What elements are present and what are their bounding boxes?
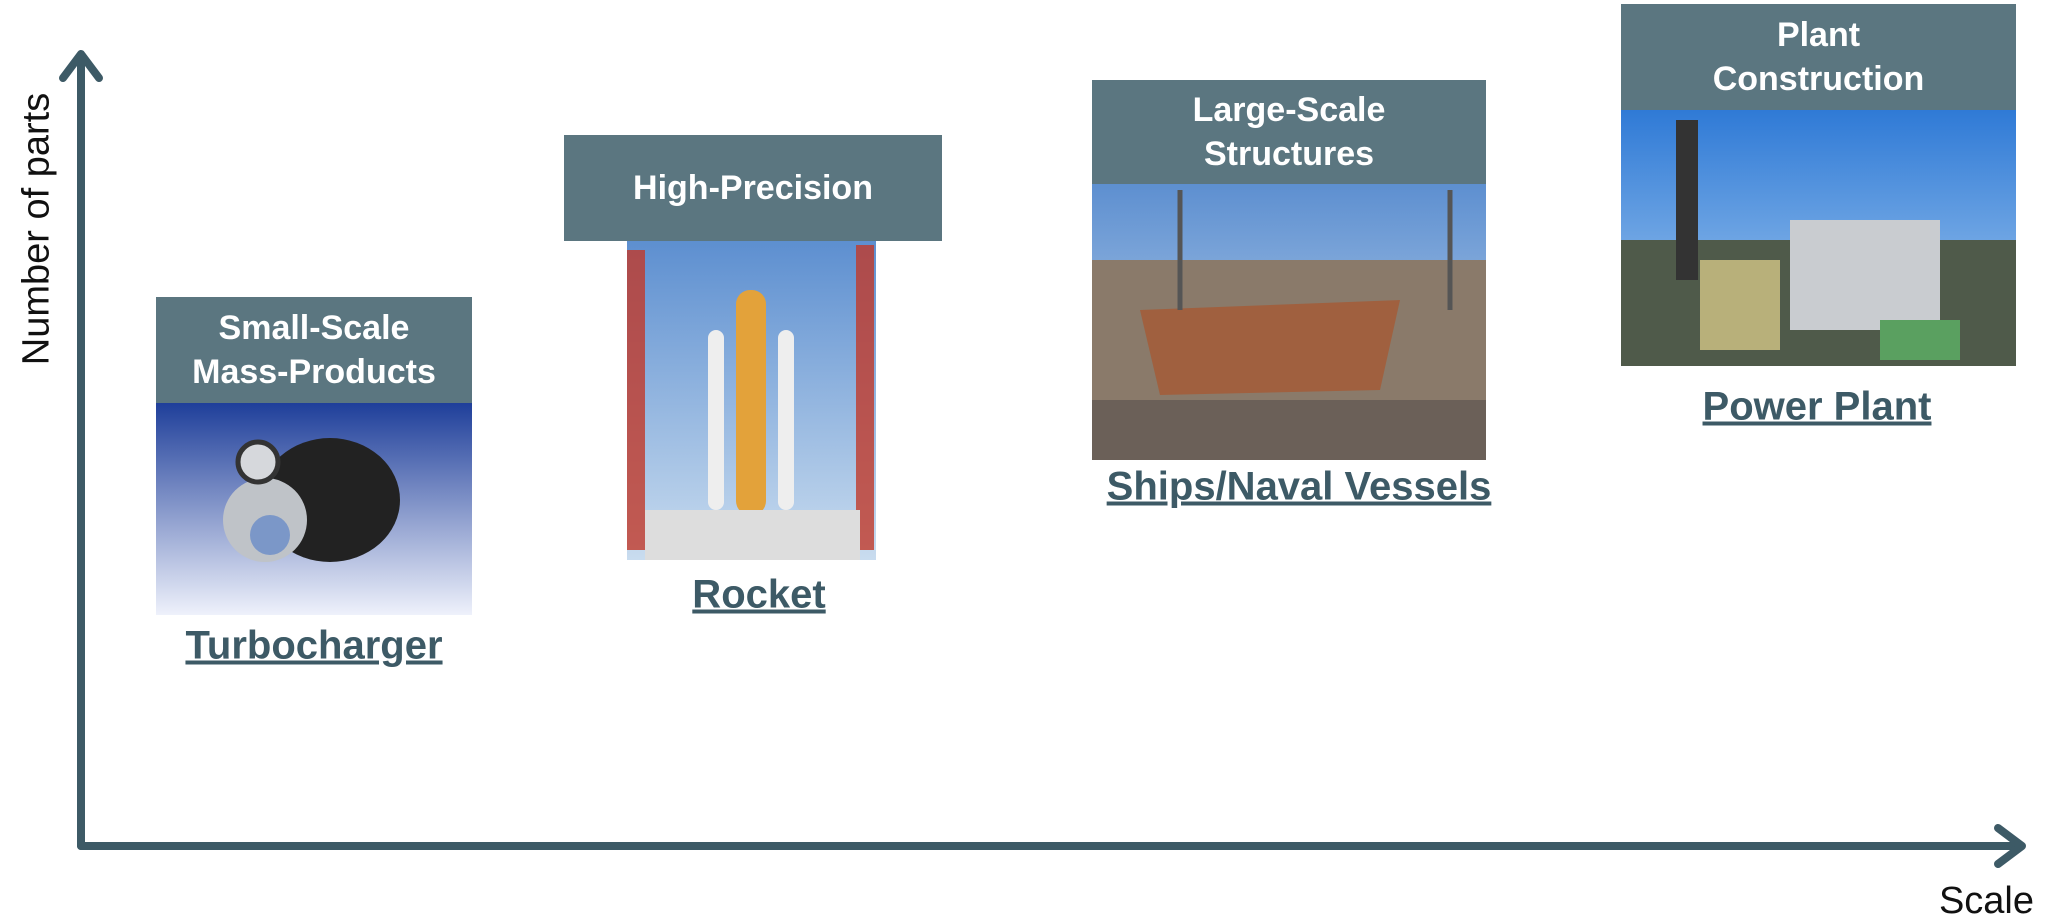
turbocharger-photo xyxy=(156,403,472,615)
shipyard-photo xyxy=(1092,184,1486,460)
rocket-photo xyxy=(627,241,876,560)
header-line: Plant xyxy=(1777,13,1860,57)
header-line: Structures xyxy=(1204,132,1374,176)
header-line: Large-Scale xyxy=(1193,88,1386,132)
product-link[interactable]: Rocket xyxy=(692,573,825,618)
header-line: High-Precision xyxy=(633,166,873,210)
diagram-art xyxy=(0,0,2051,917)
diagram: Number of parts Scale Small-ScaleMass-Pr… xyxy=(0,0,2051,917)
header-line: Mass-Products xyxy=(192,350,436,394)
header-line: Small-Scale xyxy=(219,306,410,350)
product-link[interactable]: Turbocharger xyxy=(185,624,442,669)
y-axis-label: Number of parts xyxy=(16,93,59,365)
product-link[interactable]: Power Plant xyxy=(1703,385,1932,430)
header-line: Construction xyxy=(1713,57,1925,101)
power-plant-photo xyxy=(1621,110,2016,366)
product-link[interactable]: Ships/Naval Vessels xyxy=(1107,465,1492,510)
category-header: High-Precision xyxy=(564,135,942,241)
